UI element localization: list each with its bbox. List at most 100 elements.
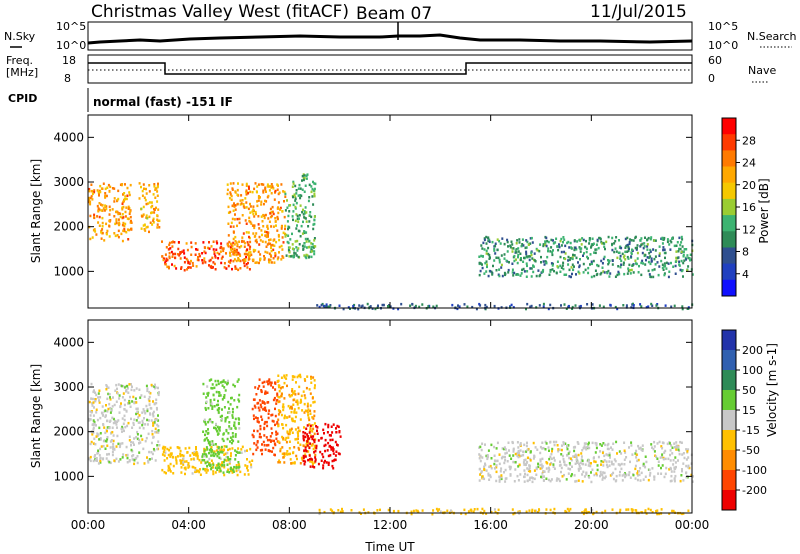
- data-cell: [89, 202, 92, 206]
- data-cell: [301, 458, 304, 461]
- data-cell: [589, 253, 592, 256]
- data-cell: [230, 441, 233, 445]
- data-cell: [632, 473, 635, 477]
- data-cell: [210, 454, 213, 457]
- data-cell: [508, 454, 511, 457]
- data-cell: [597, 246, 600, 250]
- data-cell: [155, 401, 158, 405]
- data-cell: [182, 461, 185, 464]
- data-cell: [567, 304, 570, 308]
- data-cell: [103, 239, 106, 242]
- colorbar-swatch: [722, 118, 736, 135]
- data-cell: [606, 271, 609, 275]
- data-cell: [239, 470, 242, 474]
- data-cell: [214, 268, 217, 271]
- data-cell: [666, 240, 669, 244]
- data-cell: [548, 457, 551, 461]
- data-cell: [668, 243, 671, 246]
- data-cell: [229, 242, 232, 246]
- data-cell: [201, 455, 204, 458]
- data-cell: [239, 259, 242, 263]
- data-cell: [668, 468, 671, 471]
- data-cell: [229, 403, 232, 406]
- data-cell: [303, 394, 306, 397]
- data-cell: [629, 272, 632, 275]
- data-cell: [152, 421, 155, 425]
- data-cell: [585, 448, 588, 451]
- data-cell: [622, 304, 625, 307]
- data-cell: [596, 263, 599, 267]
- data-cell: [480, 254, 483, 258]
- velocity-ylabel: Slant Range [km]: [29, 364, 43, 468]
- data-cell: [251, 407, 254, 411]
- data-cell: [538, 304, 541, 307]
- data-cell: [614, 305, 617, 309]
- data-cell: [217, 411, 220, 414]
- data-cell: [253, 417, 255, 421]
- data-cell: [100, 411, 103, 415]
- data-cell: [248, 247, 251, 251]
- data-cell: [276, 432, 279, 435]
- data-cell: [665, 261, 668, 265]
- data-cell: [145, 187, 147, 191]
- data-cell: [313, 237, 316, 240]
- data-cell: [514, 468, 517, 471]
- data-cell: [238, 246, 241, 249]
- data-cell: [556, 260, 559, 263]
- data-cell: [231, 410, 234, 414]
- nsearch-tick-bottom: 10^0: [708, 39, 738, 52]
- data-cell: [609, 272, 612, 275]
- data-cell: [94, 399, 97, 403]
- data-cell: [555, 237, 558, 240]
- data-cell: [612, 477, 615, 481]
- data-cell: [550, 478, 553, 481]
- data-cell: [212, 472, 215, 476]
- data-cell: [653, 478, 656, 481]
- data-cell: [602, 257, 605, 261]
- data-cell: [236, 244, 239, 248]
- data-cell: [541, 447, 544, 450]
- data-cell: [204, 251, 207, 255]
- data-cell: [150, 419, 153, 422]
- data-cell: [325, 303, 328, 306]
- data-cell: [88, 196, 91, 200]
- data-cell: [595, 510, 598, 514]
- data-cell: [317, 439, 320, 442]
- data-cell: [483, 477, 486, 481]
- data-cell: [92, 419, 95, 422]
- data-cell: [591, 468, 594, 471]
- data-cell: [615, 474, 618, 478]
- data-cell: [568, 258, 571, 262]
- data-cell: [228, 411, 231, 414]
- ytick-label: 3000: [53, 175, 84, 189]
- data-cell: [507, 271, 510, 274]
- data-cell: [174, 252, 177, 256]
- data-cell: [231, 267, 233, 271]
- data-cell: [104, 447, 107, 450]
- data-cell: [532, 457, 535, 460]
- data-cell: [278, 461, 281, 464]
- data-cell: [562, 236, 565, 239]
- data-cell: [516, 474, 519, 478]
- data-cell: [133, 443, 135, 446]
- data-cell: [324, 305, 327, 308]
- data-cell: [285, 416, 288, 419]
- data-cell: [214, 471, 217, 474]
- data-cell: [209, 418, 212, 421]
- data-cell: [140, 185, 142, 189]
- data-cell: [572, 268, 574, 272]
- data-cell: [276, 257, 279, 261]
- data-cell: [148, 230, 150, 234]
- data-cell: [234, 454, 237, 457]
- data-cell: [123, 403, 126, 407]
- data-cell: [299, 462, 302, 465]
- data-cell: [529, 459, 532, 462]
- data-cell: [245, 222, 248, 225]
- data-cell: [142, 408, 145, 411]
- data-cell: [493, 304, 496, 308]
- data-cell: [670, 479, 673, 483]
- data-cell: [190, 259, 192, 263]
- data-cell: [306, 254, 309, 257]
- data-cell: [650, 302, 653, 306]
- data-cell: [227, 468, 230, 471]
